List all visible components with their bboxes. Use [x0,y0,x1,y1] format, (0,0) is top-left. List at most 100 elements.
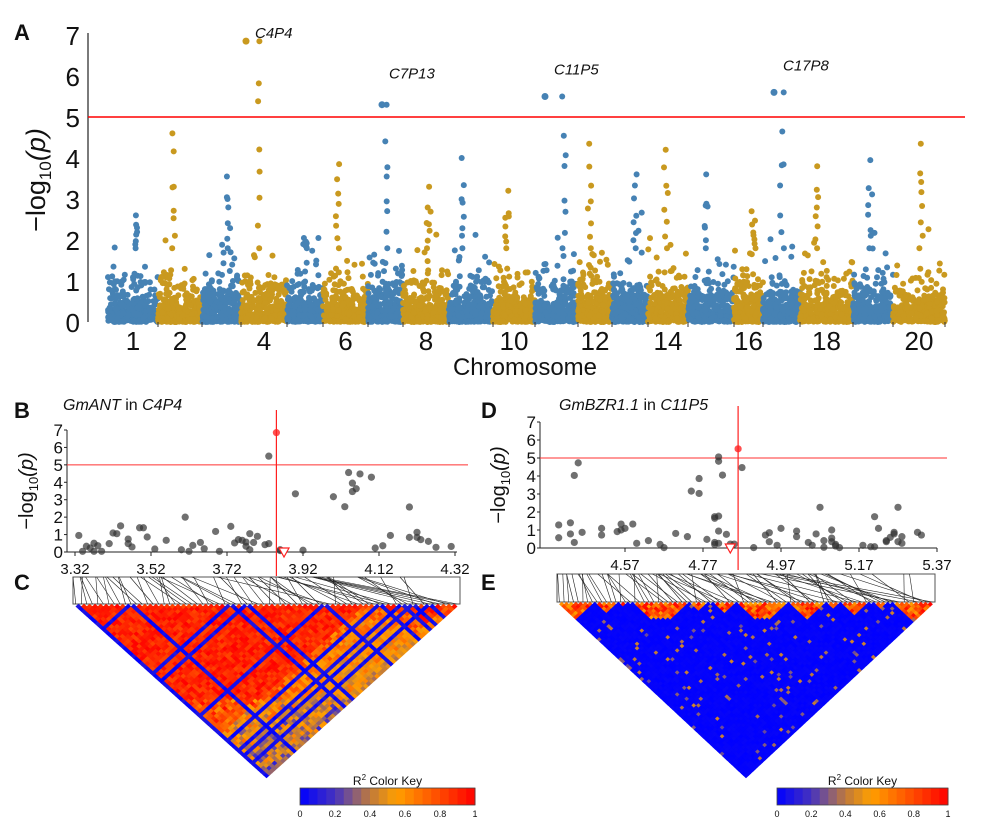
snp-point [600,288,606,294]
snp-point [461,182,467,188]
snp-point [674,315,680,321]
snp-point [243,315,249,321]
snp-point [702,308,708,314]
snp-point [105,307,111,313]
snp-point [189,277,195,283]
snp-point [585,206,591,212]
manhattan-plot: 01234567 1 2 4 6 8 10 12 14 16 18 20 C4P4C7P13 C11P… [21,21,965,381]
snp-point [262,316,268,322]
snp-point [205,288,211,294]
snp-point [256,295,262,301]
snp-point [678,284,684,290]
snp-point [425,238,431,244]
snp-point [425,258,431,264]
snp-point [133,238,139,244]
snp-point [370,294,376,300]
snp-point [605,284,611,290]
snp-point [546,319,552,325]
snp-point [112,245,118,251]
snp-point [550,281,556,287]
snp-point [171,148,177,154]
snp-point [663,183,669,189]
snp-point [206,252,212,258]
snp-point [169,245,175,251]
snp-point [420,280,426,286]
snp-point [138,279,144,285]
snp-point [703,245,709,251]
snp-point [473,311,479,317]
snp-point [569,279,575,285]
snp-point [120,310,126,316]
snp-point [224,289,230,295]
snp-point [244,272,250,278]
snp-point [453,285,459,291]
snp-point [271,274,277,280]
snp-point [336,161,342,167]
snp-point [568,269,574,275]
snp-point [308,303,314,309]
snp-point [674,292,680,298]
snp-point [225,220,231,226]
snp-point [321,312,327,318]
snp-point [229,262,235,268]
snp-point [517,282,523,288]
snp-point [424,245,430,251]
snp-point [709,316,715,322]
snp-point [559,94,565,100]
snp-point [459,155,465,161]
snp-point [427,228,433,234]
snp-point [687,316,693,322]
snp-point [523,307,529,313]
snp-point [662,269,668,275]
snp-point [375,270,381,276]
snp-point [585,292,591,298]
snp-point [349,301,355,307]
snp-point [459,225,465,231]
snp-point [640,307,646,313]
snp-point [321,318,327,324]
snp-point [375,318,381,324]
snp-point [465,319,471,325]
snp-point [630,286,636,292]
snp-point [563,209,569,215]
snp-point [628,316,634,322]
snp-point [255,98,261,104]
snp-point [624,293,630,299]
snp-point [719,271,725,277]
snp-point [417,303,423,309]
snp-point [587,234,593,240]
snp-point [146,305,152,311]
snp-point [309,314,315,320]
snp-point [339,290,345,296]
snp-point [113,306,119,312]
snp-point [688,284,694,290]
snp-point [438,314,444,320]
snp-point [562,198,568,204]
snp-point [565,289,571,295]
snp-point [257,195,263,201]
snp-point [633,213,639,219]
snp-point [117,294,123,300]
snp-point [416,318,422,324]
snp-point [555,263,561,269]
snp-point [476,267,482,273]
snp-point [502,224,508,230]
snp-point [433,292,439,298]
snp-point [135,305,141,311]
snp-point [352,262,358,268]
snp-point [301,289,307,295]
snp-point [561,133,567,139]
snp-point [536,312,542,318]
snp-point [202,314,208,320]
snp-point [360,274,366,280]
snp-point [539,289,545,295]
snp-point [353,295,359,301]
snp-point [522,301,528,307]
snp-point [542,309,548,315]
snp-point [669,301,675,307]
snp-point [322,281,328,287]
snp-point [452,247,458,253]
snp-point [460,200,466,206]
snp-point [366,299,372,305]
snp-point [225,196,231,202]
